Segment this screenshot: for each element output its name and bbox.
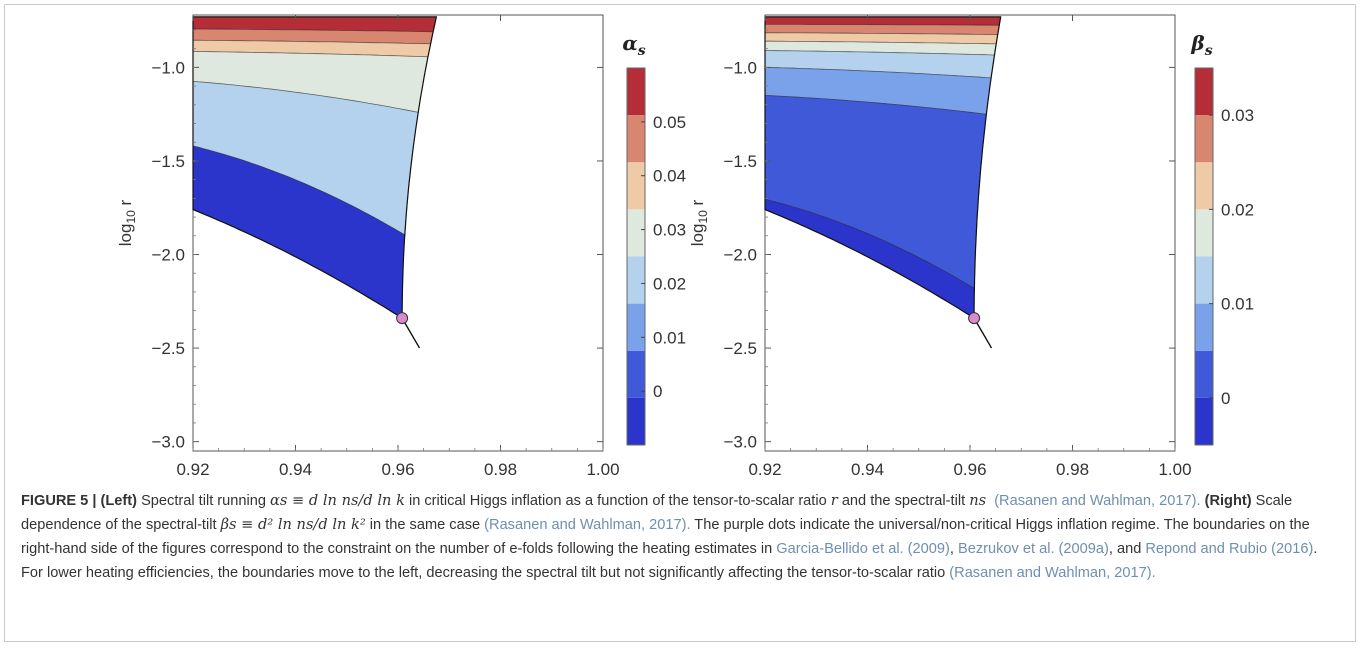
right-contour-panel: 0.92 0.94 0.96 0.98 1.00 −1.0 −1.5 −2.0 −2.5 −3.0… [688, 14, 1254, 479]
region-boundary [764, 16, 1002, 320]
caption-ns-symbol: ns [969, 492, 987, 509]
x-tick-label: 0.94 [851, 460, 884, 479]
y-tick-label: −1.0 [723, 58, 757, 77]
citation-link[interactable]: (Rasanen and Wahlman, 2017). [484, 517, 691, 533]
citation-link[interactable]: Repond and Rubio (2016) [1145, 541, 1314, 557]
colorbar-segment [1195, 68, 1213, 116]
colorbar-segment [1195, 397, 1213, 445]
caption-left-tag: (Left) [100, 493, 137, 509]
y-tick-label: −2.0 [151, 246, 185, 265]
colorbar-segment [1195, 115, 1213, 163]
colorbar-tick-label: 0.01 [653, 328, 686, 347]
colorbar-title: αs [622, 31, 645, 59]
colorbar-title-subscript: s [1205, 43, 1213, 59]
y-tick-label: −2.5 [723, 339, 757, 358]
colorbar-segment [1195, 350, 1213, 398]
figure-caption: FIGURE 5 | (Left) Spectral tilt running … [21, 489, 1343, 585]
y-axis-title-subscript: 10 [696, 210, 710, 224]
colorbar-segment [627, 162, 645, 210]
caption-label: FIGURE 5 | [21, 493, 97, 509]
y-tick-label: −2.5 [151, 339, 185, 358]
colorbar-segment [1195, 256, 1213, 304]
y-axis-title-variable: r [688, 199, 707, 210]
caption-alpha-definition: αs ≡ d ln ns/d ln k [270, 492, 405, 509]
caption-text: in the same case [365, 517, 485, 533]
colorbar-tick-label: 0.02 [653, 274, 686, 293]
x-tick-label: 0.94 [279, 460, 312, 479]
colorbar-segment [1195, 162, 1213, 210]
colorbar-segment [627, 256, 645, 304]
colorbar-tick-label: 0 [1221, 389, 1230, 408]
caption-text: . For lower heating efficiencies, the bo… [21, 541, 1318, 581]
citation-link[interactable]: (Rasanen and Wahlman, 2017). [949, 565, 1156, 581]
x-tick-label: 0.98 [1056, 460, 1089, 479]
figure-svg: 0.92 0.94 0.96 0.98 1.00 −1.0 −1.5 −2.0 −2.5 −3.0… [116, 14, 1254, 479]
colorbar-segment [627, 397, 645, 445]
higgs-regime-marker [396, 312, 409, 325]
colorbar-tick-label: 0.03 [653, 221, 686, 240]
colorbar-segment [627, 115, 645, 163]
colorbar-tick-label: 0.05 [653, 113, 686, 132]
colorbar-segment [627, 303, 645, 351]
colorbar-tick-label: 0.01 [1221, 295, 1254, 314]
x-tick-label: 0.98 [484, 460, 517, 479]
caption-right-tag: (Right) [1204, 493, 1252, 509]
y-tick-label: −1.0 [151, 58, 185, 77]
colorbar-segment [627, 350, 645, 398]
caption-text: and the spectral-tilt [837, 493, 970, 509]
x-tick-label: 0.96 [381, 460, 414, 479]
caption-text: Scale dependence of the spectral-tilt [21, 493, 1293, 533]
y-tick-label: −1.5 [151, 152, 185, 171]
colorbar-segment [1195, 303, 1213, 351]
caption-text: , [949, 541, 958, 557]
colorbar-frame [1194, 67, 1214, 446]
colorbar-tick-label: 0.03 [1221, 106, 1254, 125]
citation-link[interactable]: Bezrukov et al. (2009a) [957, 541, 1109, 557]
region-boundary [192, 16, 438, 320]
colorbar-segment [627, 68, 645, 116]
y-axis-title: log10 r [116, 199, 138, 246]
colorbar-segment [1195, 209, 1213, 257]
colorbar-tick-label: 0 [653, 382, 662, 401]
citation-link[interactable]: (Rasanen and Wahlman, 2017). [994, 493, 1201, 509]
figure-frame: 0.92 0.94 0.96 0.98 1.00 −1.0 −1.5 −2.0 −2.5 −3.0… [4, 4, 1356, 642]
left-contour-panel: 0.92 0.94 0.96 0.98 1.00 −1.0 −1.5 −2.0 −2.5 −3.0… [116, 14, 686, 479]
y-axis-title-subscript: 10 [124, 210, 138, 224]
colorbar-segment [627, 209, 645, 257]
y-tick-label: −3.0 [723, 433, 757, 452]
caption-beta-definition: βs ≡ d² ln ns/d ln k² [220, 516, 366, 533]
x-tick-label: 1.00 [586, 460, 619, 479]
caption-text: , and [1108, 541, 1146, 557]
colorbar-tick-label: 0.04 [653, 167, 686, 186]
colorbar-tick-label: 0.02 [1221, 200, 1254, 219]
caption-r-symbol: r [830, 492, 838, 509]
citation-link[interactable]: Garcia-Bellido et al. (2009) [776, 541, 950, 557]
caption-text: The purple dots indicate the universal/n… [21, 517, 1310, 557]
caption-text: Spectral tilt running [141, 493, 271, 509]
y-axis-title: log10 r [688, 199, 710, 246]
y-axis-title-variable: r [116, 199, 135, 210]
higgs-regime-marker [968, 312, 981, 325]
y-tick-label: −1.5 [723, 152, 757, 171]
y-tick-label: −2.0 [723, 246, 757, 265]
x-tick-label: 0.96 [953, 460, 986, 479]
colorbar-frame [626, 67, 646, 446]
y-tick-label: −3.0 [151, 433, 185, 452]
x-tick-label: 0.92 [748, 460, 781, 479]
x-tick-label: 1.00 [1158, 460, 1191, 479]
x-tick-label: 0.92 [176, 460, 209, 479]
colorbar-title-subscript: s [638, 43, 646, 59]
colorbar-title: βs [1190, 31, 1212, 59]
caption-text: in critical Higgs inflation as a functio… [404, 493, 831, 509]
